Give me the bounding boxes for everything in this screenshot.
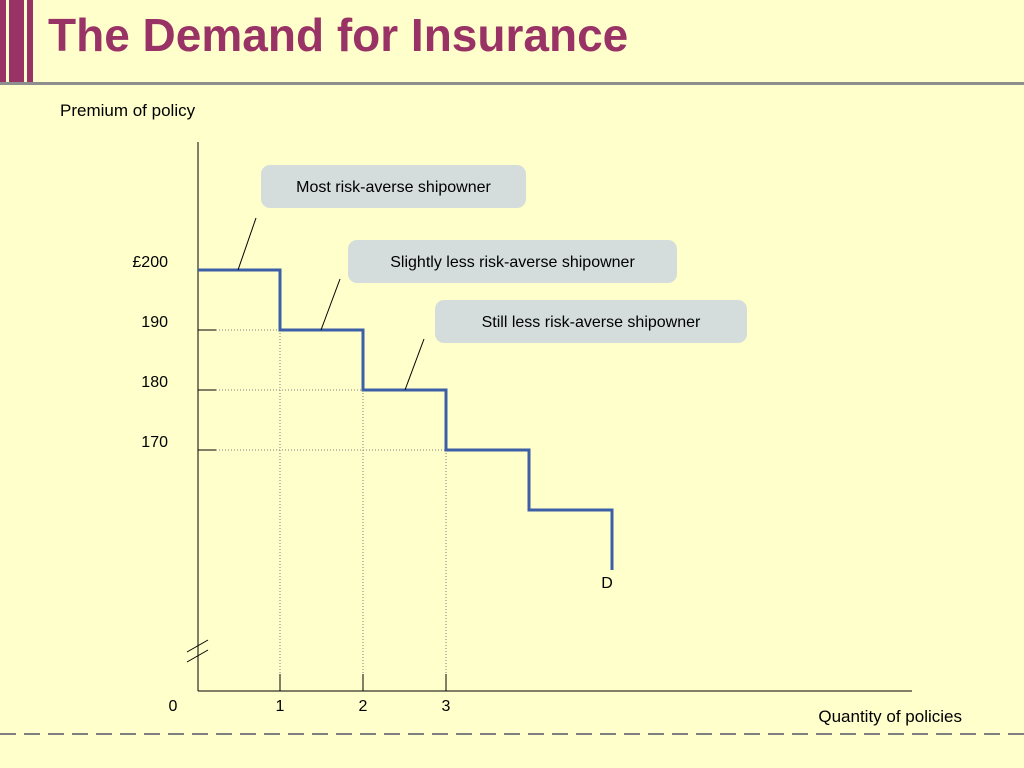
callout-text: Slightly less risk-averse shipowner: [390, 254, 635, 271]
series-label-d: D: [601, 575, 613, 592]
callout-text: Still less risk-averse shipowner: [482, 314, 701, 331]
x-tick-label: 1: [276, 698, 285, 715]
y-tick-label: £200: [132, 254, 168, 271]
x-tick-label: 2: [359, 698, 368, 715]
callout-box: [435, 300, 747, 343]
y-tick-label: 190: [141, 314, 168, 331]
y-tick-label: 170: [141, 434, 168, 451]
callout-box: [348, 240, 677, 283]
demand-curve-d: [198, 268, 614, 570]
slide-title: The Demand for Insurance: [48, 9, 629, 61]
title-divider: [0, 82, 1024, 85]
axis-break-mark: [186, 649, 209, 663]
callout-leader-line: [320, 278, 341, 331]
title-accent-bar: [0, 0, 33, 82]
callout-leader-line: [237, 217, 257, 271]
x-tick-label: 0: [169, 698, 178, 715]
axis-break-mark: [186, 639, 209, 653]
y-axis-label: Premium of policy: [60, 101, 196, 120]
callout-box: [261, 165, 526, 208]
x-axis-label: Quantity of policies: [818, 707, 962, 726]
y-tick-label: 180: [141, 374, 168, 391]
callout-text: Most risk-averse shipowner: [296, 179, 491, 196]
callout-leader-line: [404, 338, 425, 391]
x-tick-label: 3: [442, 698, 451, 715]
